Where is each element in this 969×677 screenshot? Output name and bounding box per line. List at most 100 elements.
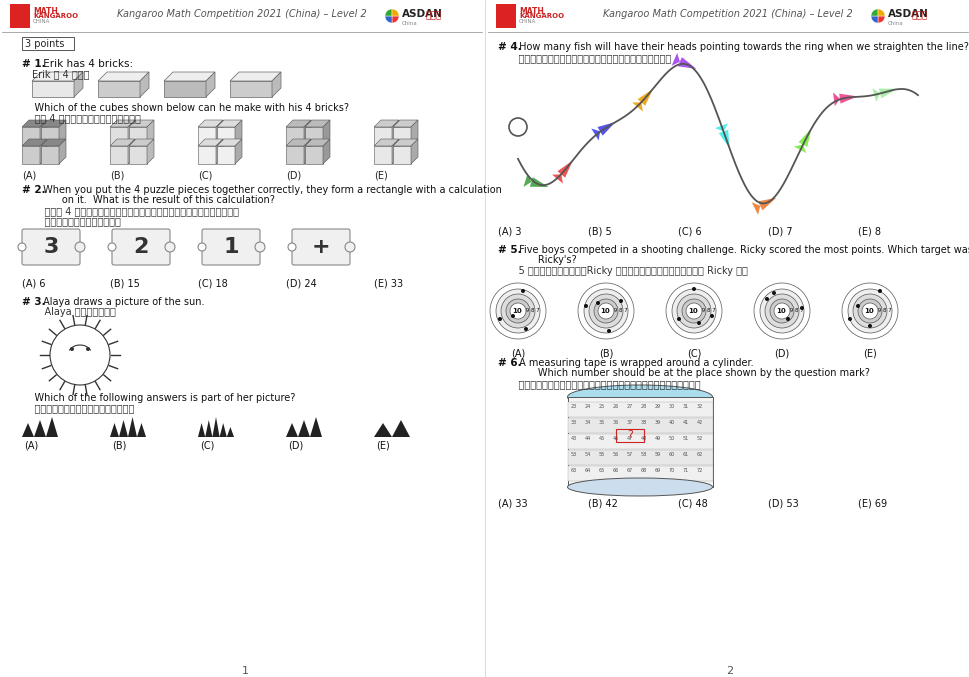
Wedge shape — [391, 16, 398, 23]
Circle shape — [685, 303, 702, 319]
Text: How many fish will have their heads pointing towards the ring when we straighten: How many fish will have their heads poin… — [516, 42, 968, 52]
Text: (D) 7: (D) 7 — [767, 227, 792, 237]
Polygon shape — [198, 127, 216, 145]
FancyBboxPatch shape — [292, 229, 350, 265]
Polygon shape — [271, 72, 281, 97]
Text: KANGAROO: KANGAROO — [33, 13, 78, 19]
Text: (D) 53: (D) 53 — [767, 498, 797, 508]
Polygon shape — [98, 72, 149, 81]
Circle shape — [288, 243, 296, 251]
Text: (A) 3: (A) 3 — [497, 227, 521, 237]
Text: ASDAN: ASDAN — [887, 9, 928, 19]
Bar — [568, 466, 712, 481]
Polygon shape — [878, 89, 896, 98]
Text: # 4.: # 4. — [497, 42, 521, 52]
Text: 69: 69 — [654, 468, 661, 473]
Ellipse shape — [567, 385, 712, 409]
Text: (E): (E) — [862, 349, 876, 359]
Text: 9 8 7: 9 8 7 — [700, 309, 715, 313]
Circle shape — [841, 283, 897, 339]
Polygon shape — [147, 139, 154, 164]
Wedge shape — [877, 16, 884, 23]
Text: 72: 72 — [697, 468, 703, 473]
Ellipse shape — [567, 478, 712, 496]
Polygon shape — [677, 57, 696, 69]
Polygon shape — [391, 139, 398, 164]
Polygon shape — [597, 122, 614, 135]
Circle shape — [799, 306, 803, 310]
Text: 64: 64 — [584, 468, 591, 473]
Polygon shape — [304, 146, 323, 164]
Polygon shape — [216, 139, 223, 164]
Text: Erik has 4 bricks:: Erik has 4 bricks: — [40, 59, 133, 69]
Text: 10: 10 — [863, 308, 873, 314]
Polygon shape — [59, 120, 66, 145]
Circle shape — [867, 324, 871, 328]
Circle shape — [583, 289, 627, 333]
Polygon shape — [714, 123, 728, 131]
Polygon shape — [40, 120, 47, 145]
Text: 44: 44 — [584, 436, 591, 441]
Bar — [568, 397, 712, 487]
FancyBboxPatch shape — [22, 229, 79, 265]
Text: (B) 5: (B) 5 — [587, 227, 611, 237]
Circle shape — [506, 299, 529, 323]
Text: (B) 42: (B) 42 — [587, 498, 617, 508]
Text: When you put the 4 puzzle pieces together correctly, they form a rectangle with : When you put the 4 puzzle pieces togethe… — [40, 185, 501, 195]
Text: 37: 37 — [626, 420, 633, 425]
Polygon shape — [523, 173, 531, 187]
Polygon shape — [230, 72, 281, 81]
Text: CHINA: CHINA — [33, 19, 50, 24]
Text: 30: 30 — [669, 404, 674, 409]
Text: 40: 40 — [669, 420, 674, 425]
Text: 54: 54 — [584, 452, 591, 457]
Text: (E): (E) — [376, 441, 390, 451]
Polygon shape — [109, 417, 146, 437]
Circle shape — [765, 297, 768, 301]
Circle shape — [771, 291, 775, 295]
Text: 1: 1 — [241, 666, 248, 676]
Text: 26: 26 — [612, 404, 618, 409]
Polygon shape — [217, 139, 241, 146]
Text: (A): (A) — [24, 441, 38, 451]
Text: 65: 65 — [599, 468, 605, 473]
Polygon shape — [637, 89, 652, 106]
Polygon shape — [286, 127, 303, 145]
Text: 24: 24 — [584, 404, 591, 409]
Text: (E) 8: (E) 8 — [858, 227, 880, 237]
Bar — [568, 434, 712, 449]
Text: 28: 28 — [641, 404, 646, 409]
Text: 63: 63 — [571, 468, 577, 473]
Polygon shape — [128, 120, 135, 145]
Text: 51: 51 — [682, 436, 689, 441]
Text: 32: 32 — [697, 404, 703, 409]
Circle shape — [18, 243, 26, 251]
Circle shape — [165, 242, 174, 252]
Polygon shape — [793, 144, 805, 153]
Text: 2: 2 — [726, 666, 733, 676]
Wedge shape — [870, 16, 877, 23]
Text: 46: 46 — [612, 436, 618, 441]
Polygon shape — [234, 120, 241, 145]
Polygon shape — [109, 127, 128, 145]
Wedge shape — [391, 9, 398, 16]
Circle shape — [255, 242, 265, 252]
Text: China: China — [887, 21, 903, 26]
Polygon shape — [59, 139, 66, 164]
Bar — [615, 429, 643, 442]
Text: 阿思丹: 阿思丹 — [911, 11, 927, 20]
Polygon shape — [22, 146, 40, 164]
Text: 55: 55 — [599, 452, 605, 457]
Polygon shape — [871, 88, 879, 102]
Polygon shape — [392, 127, 411, 145]
Polygon shape — [129, 120, 154, 127]
Polygon shape — [391, 120, 398, 145]
Polygon shape — [411, 120, 418, 145]
Text: 10: 10 — [600, 308, 610, 314]
Polygon shape — [303, 139, 311, 164]
Text: # 2.: # 2. — [22, 185, 46, 195]
Bar — [2, 0, 482, 32]
Text: 35: 35 — [599, 420, 605, 425]
Polygon shape — [374, 420, 410, 437]
Text: (D): (D) — [286, 170, 301, 180]
